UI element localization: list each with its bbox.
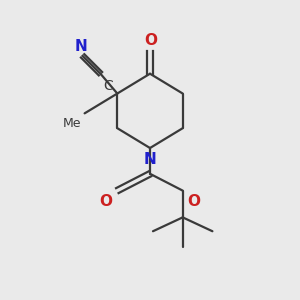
- Text: N: N: [74, 39, 87, 54]
- Text: C: C: [103, 79, 113, 93]
- Text: O: O: [99, 194, 112, 208]
- Text: O: O: [188, 194, 201, 208]
- Text: N: N: [144, 152, 156, 167]
- Text: O: O: [145, 33, 158, 48]
- Text: Me: Me: [63, 117, 82, 130]
